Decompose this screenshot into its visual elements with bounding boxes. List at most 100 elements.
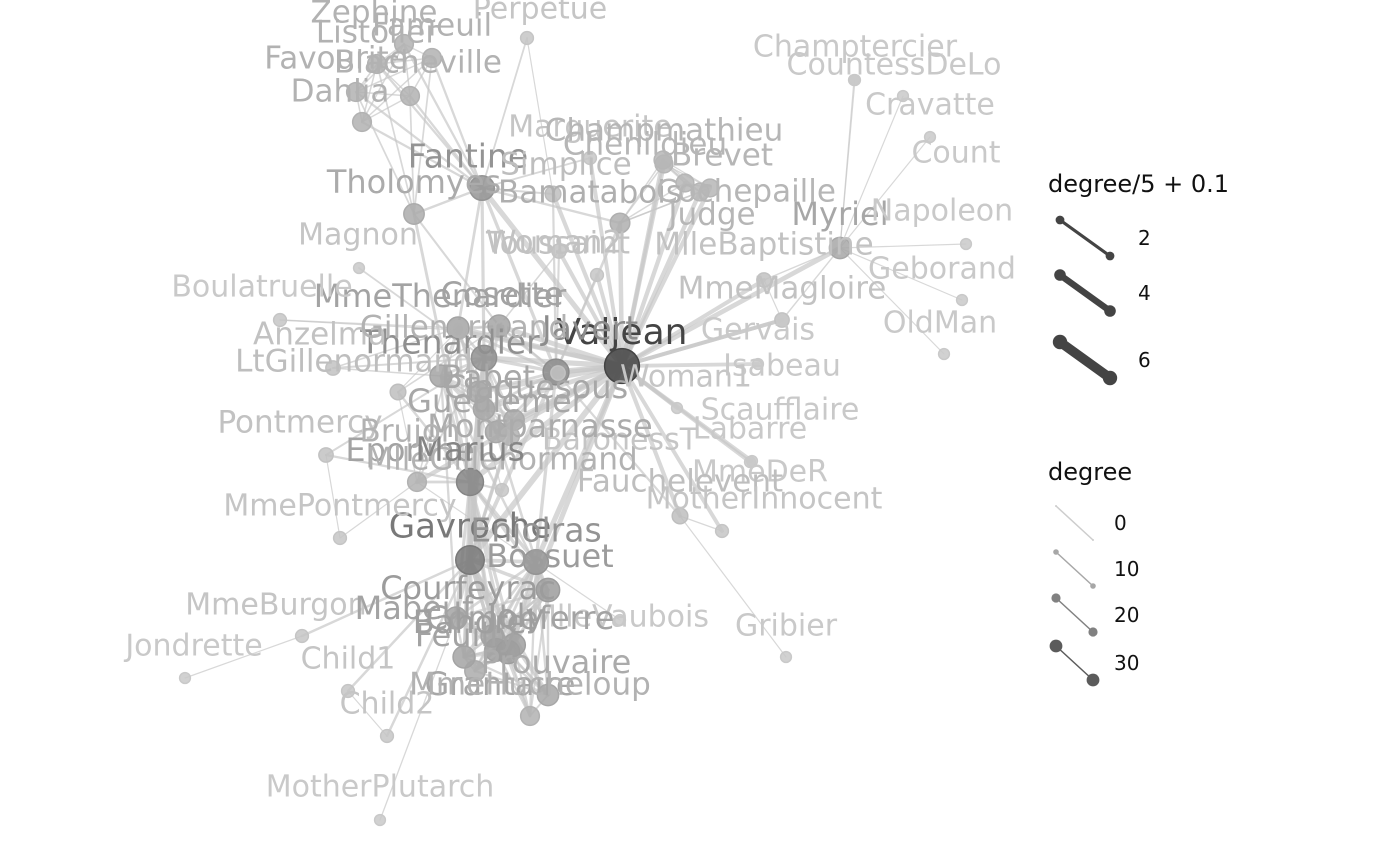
node-label-Child1: Child1 <box>301 642 396 677</box>
node-label-Isabeau: Isabeau <box>723 349 841 384</box>
node-Gavroche <box>454 544 486 576</box>
legend-degree-key-30 <box>1055 645 1094 681</box>
node-label-MmePontmercy: MmePontmercy <box>223 489 456 524</box>
edge-Fantine-Fameuil <box>430 56 484 190</box>
node-label-Mabeuf: Mabeuf <box>355 589 475 627</box>
node-Favourite <box>345 81 367 103</box>
edge-Listolier-Tholomyes <box>376 63 415 215</box>
node-Tholomyes <box>403 203 425 225</box>
node-Enjolras <box>522 548 550 576</box>
legend-width-endpoint <box>1052 334 1068 350</box>
edge-Fameuil-Tholomyes <box>413 57 433 215</box>
node-label-Eponine: Eponine <box>345 431 474 469</box>
node-label-MlleVaubois: MlleVaubois <box>531 600 709 635</box>
edge-Anzelma-Thenardier <box>332 357 485 369</box>
legend-width-key-6 <box>1055 337 1115 383</box>
edge-Fauchelevent-Valjean <box>619 363 683 519</box>
node-label-Grantaire: Grantaire <box>424 665 575 703</box>
node-Scaufflaire <box>670 401 684 415</box>
node-Feuilly <box>452 645 476 669</box>
node-BaronessT <box>494 482 510 498</box>
node-Woman1 <box>589 267 605 283</box>
node-label-Myriel: Myriel <box>791 195 888 233</box>
node-label-Cochepaille: Cochepaille <box>656 174 836 210</box>
node-label-Combeferre: Combeferre <box>426 599 615 637</box>
edge-Fauchelevent-Javert <box>554 370 682 518</box>
edge-MmeHucheloup-Enjolras <box>528 560 538 718</box>
legend-degree-label: 20 <box>1114 603 1139 627</box>
node-label-MotherPlutarch: MotherPlutarch <box>266 770 495 805</box>
node-MotherInnocent <box>714 523 730 539</box>
edge-Bossuet-Valjean <box>505 363 625 655</box>
edge-Marius-Valjean <box>467 363 625 485</box>
edge-Marius-Eponine <box>439 374 472 484</box>
edge-Cravatte-Myriel <box>839 95 904 249</box>
edge-MmeHucheloup-Courfeyrac <box>528 588 550 718</box>
node-Bamatabois <box>609 212 631 234</box>
node-Fameuil <box>421 47 443 69</box>
edge-Marius-Pontmercy <box>324 453 472 484</box>
legend-degree-endpoint <box>1092 539 1094 541</box>
node-Chenildieu <box>653 150 673 170</box>
edge-Favourite-Fameuil <box>355 57 433 93</box>
legend-degree-endpoint <box>1086 673 1100 687</box>
node-label-Tholomyes: Tholomyes <box>326 163 501 201</box>
edge-Claquesous-Eponine <box>439 374 498 434</box>
node-label-Napoleon: Napoleon <box>871 194 1013 229</box>
node-label-MlleBaptistine: MlleBaptistine <box>654 227 873 263</box>
node-label-MmeMagloire: MmeMagloire <box>678 271 887 307</box>
node-label-MmeDeR: MmeDeR <box>692 455 828 490</box>
node-Champtercier <box>847 73 861 87</box>
node-label-Babet: Babet <box>441 358 535 396</box>
node-Grantaire <box>536 683 560 707</box>
edge-Gavroche-MmeBurgon <box>300 558 472 638</box>
edge-Marius-Gillenormand <box>456 328 472 484</box>
legend-width-label: 2 <box>1138 226 1151 250</box>
edge-Woman2-Valjean <box>557 249 624 368</box>
legend-degree-endpoint <box>1055 505 1057 507</box>
node-Zephine <box>393 33 415 55</box>
edge-Simplice-Perpetue <box>526 37 554 195</box>
edge-Gavroche-Javert <box>468 370 558 562</box>
legend-width-endpoint <box>1054 269 1066 281</box>
edge-Blacheville-Tholomyes <box>409 95 415 215</box>
node-MmeBurgon <box>294 628 310 644</box>
node-label-Cravatte: Cravatte <box>865 88 995 123</box>
edge-Brevet-Valjean <box>619 180 688 369</box>
node-Perpetue <box>519 30 535 46</box>
legend-degree: degree 0 10 20 30 <box>1048 458 1139 687</box>
node-label-Cosette: Cosette <box>440 275 563 313</box>
node-label-Champmathieu: Champmathieu <box>545 113 784 149</box>
node-label-Favourite: Favourite <box>264 41 408 77</box>
node-Anzelma <box>325 360 341 376</box>
node-label-Toussaint: Toussaint <box>485 226 630 262</box>
node-label-LtGillenormand: LtGillenormand <box>235 344 473 380</box>
edge-Isabeau-Valjean <box>620 362 760 368</box>
node-Isabeau <box>751 357 765 371</box>
node-Child2 <box>379 728 395 744</box>
node-Gervais <box>775 313 789 327</box>
edge-Thenardier-Fantine <box>480 186 486 360</box>
edge-Fantine-Marguerite <box>481 157 591 189</box>
edge-Grantaire-Prouvaire <box>474 670 549 696</box>
node-label-Labarre: Labarre <box>693 412 807 447</box>
node-label-CountessDeLo: CountessDeLo <box>787 48 1002 83</box>
edge-Zephine-Dahlia <box>361 43 405 123</box>
edge-MmePontmercy-Pontmercy <box>325 454 341 539</box>
edge-Fantine-Blacheville <box>408 94 484 190</box>
node-Gillenormand <box>447 319 469 341</box>
edge-Fantine-Zephine <box>402 42 484 190</box>
legend-degree-key-10 <box>1055 551 1094 587</box>
edge-Marius-LtGillenormand <box>396 390 472 484</box>
node-label-Chenildieu: Chenildieu <box>563 127 727 163</box>
legend-degree-endpoint <box>1049 639 1063 653</box>
edge-Joly-Marius <box>468 480 516 647</box>
edge-Perpetue-Fantine <box>481 37 528 189</box>
edge-Chenildieu-Bamatabois <box>619 159 664 224</box>
edge-Fantine-Favourite <box>354 90 484 190</box>
edge-Marguerite-Valjean <box>588 156 624 368</box>
edge-Woman2-Cosette <box>498 250 560 327</box>
node-label-Zephine: Zephine <box>311 0 438 31</box>
node-Dahlia <box>351 111 373 133</box>
